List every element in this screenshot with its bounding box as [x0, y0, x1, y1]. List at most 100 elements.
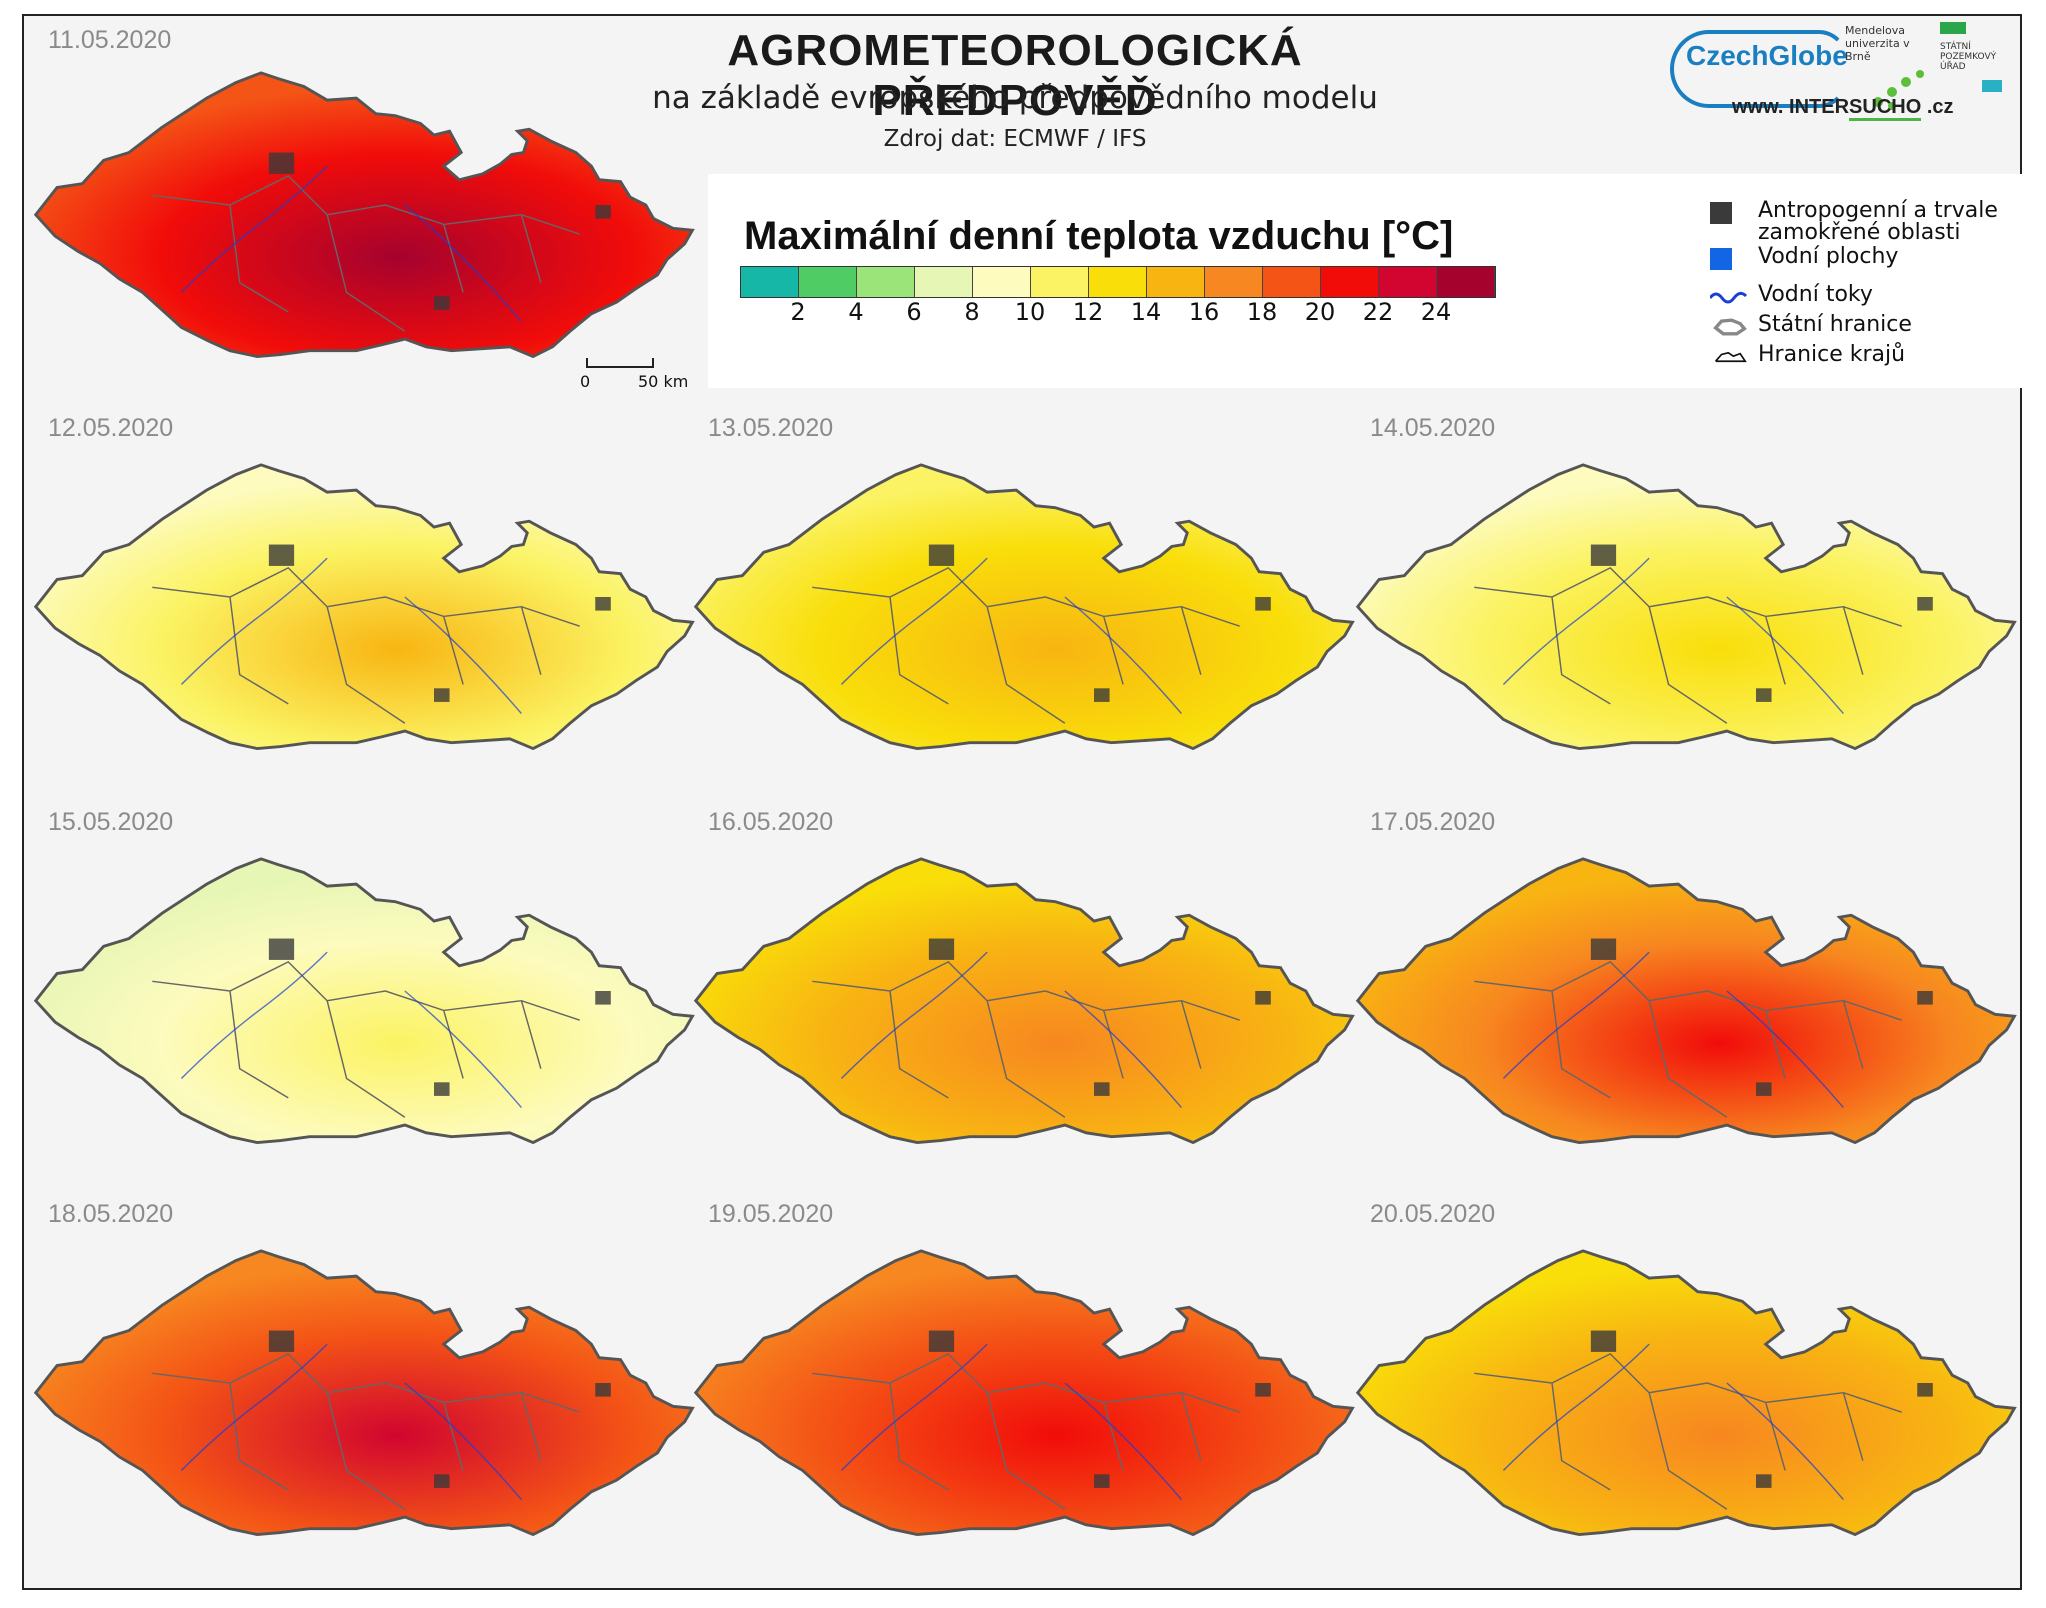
map-date-label: 16.05.2020 [708, 808, 834, 836]
czech-map [33, 463, 695, 751]
brno-urban-area [434, 688, 450, 702]
rivers [180, 951, 522, 1109]
spu-logo-bar [1940, 22, 1966, 34]
map-date-label: 20.05.2020 [1370, 1200, 1496, 1228]
forecast-map-panel: 18.05.2020 [26, 1198, 706, 1572]
brno-urban-area [434, 1082, 450, 1096]
intersucho-link[interactable]: www. INTERSUCHO .cz [1732, 96, 1954, 121]
legend-item-label: Státní hranice [1758, 312, 1912, 337]
country-shape [33, 463, 695, 751]
rivers [180, 557, 522, 715]
ostrava-urban-area [595, 1383, 611, 1397]
ostrava-urban-area [1917, 1383, 1933, 1397]
ostrava-urban-area [1255, 1383, 1271, 1397]
region-borders [1474, 566, 1902, 724]
prague-urban-area [1590, 544, 1617, 566]
scale-bar-line [586, 358, 654, 368]
rivers [1502, 1343, 1844, 1501]
scale-bar-start: 0 [580, 372, 591, 391]
prague-urban-area [268, 1330, 295, 1352]
map-date-label: 11.05.2020 [48, 26, 172, 54]
brno-urban-area [1756, 1082, 1772, 1096]
map-date-label: 12.05.2020 [48, 414, 174, 442]
region-borders [152, 174, 580, 332]
scale-tick-label: 6 [906, 298, 922, 326]
rivers [180, 165, 522, 323]
map-date-label: 14.05.2020 [1370, 414, 1496, 442]
country-shape [693, 463, 1355, 751]
map-date-label: 15.05.2020 [48, 808, 174, 836]
forecast-map-panel: 19.05.2020 [686, 1198, 1366, 1572]
country-shape [693, 857, 1355, 1145]
scale-swatch [1147, 267, 1205, 297]
country-shape [1355, 1249, 2017, 1537]
region-borders [152, 960, 580, 1118]
forecast-map-panel: 11.05.2020 [26, 20, 706, 394]
scale-tick-label: 18 [1246, 298, 1278, 326]
prague-urban-area [268, 544, 295, 566]
scale-bar-end: 50 km [638, 372, 689, 391]
scale-swatch [1031, 267, 1089, 297]
country-shape [33, 71, 695, 359]
legend-item-label: Hranice krajů [1758, 342, 1906, 367]
scale-swatch [1205, 267, 1263, 297]
prague-urban-area [268, 152, 295, 174]
forecast-map-panel: 20.05.2020 [1348, 1198, 2028, 1572]
brno-urban-area [1756, 1474, 1772, 1488]
rivers [840, 1343, 1182, 1501]
prague-urban-area [1590, 1330, 1617, 1352]
logos: CzechGlobe Mendelova univerzita v Brně S… [1660, 22, 2010, 122]
brno-urban-area [434, 296, 450, 310]
legend-item-label: Vodní plochy [1758, 244, 1899, 269]
scale-swatch [973, 267, 1031, 297]
scale-tick-label: 14 [1130, 298, 1162, 326]
map-date-label: 13.05.2020 [708, 414, 834, 442]
region-borders [152, 1352, 580, 1510]
scale-swatch [857, 267, 915, 297]
brno-urban-area [1094, 1082, 1110, 1096]
spu-logo-accent [1982, 80, 2002, 92]
scale-swatch [1089, 267, 1147, 297]
scale-tick-label: 8 [964, 298, 980, 326]
map-date-label: 18.05.2020 [48, 1200, 174, 1228]
map-date-label: 19.05.2020 [708, 1200, 834, 1228]
czech-map [693, 857, 1355, 1145]
scale-tick-label: 22 [1362, 298, 1394, 326]
forecast-map-panel: 17.05.2020 [1348, 806, 2028, 1180]
czech-map [33, 1249, 695, 1537]
scale-bar: 0 50 km [580, 352, 690, 392]
legend-item-label: Antropogenní a trvale zamokřené oblasti [1758, 198, 1998, 245]
czech-map [693, 463, 1355, 751]
mendel-logo-text: Mendelova univerzita v Brně [1845, 24, 1910, 63]
mendel-logo-icon [1873, 70, 1924, 110]
urban-square-icon [1710, 202, 1732, 224]
region-borders [812, 1352, 1240, 1510]
scale-swatch [1379, 267, 1437, 297]
country-shape [1355, 857, 2017, 1145]
brno-urban-area [1094, 688, 1110, 702]
region-borders [812, 566, 1240, 724]
region-borders [812, 960, 1240, 1118]
forecast-map-panel: 16.05.2020 [686, 806, 1366, 1180]
page-title: AGROMETEOROLOGICKÁ PŘEDPOVĚĎ [727, 26, 1303, 125]
rivers [840, 557, 1182, 715]
scale-tick-label: 2 [790, 298, 806, 326]
ostrava-urban-area [1917, 991, 1933, 1005]
data-source: Zdroj dat: ECMWF / IFS [883, 126, 1147, 152]
map-date-label: 17.05.2020 [1370, 808, 1496, 836]
czech-map [33, 71, 695, 359]
scale-swatch [1437, 267, 1495, 297]
czech-map [1355, 1249, 2017, 1537]
ostrava-urban-area [1255, 991, 1271, 1005]
scale-swatch [915, 267, 973, 297]
czech-map [1355, 857, 2017, 1145]
scale-swatch [799, 267, 857, 297]
site-prefix: www. INTER [1732, 96, 1850, 118]
brno-urban-area [1756, 688, 1772, 702]
region-border-icon [1714, 351, 1747, 363]
ostrava-urban-area [595, 597, 611, 611]
river-line-icon [1710, 291, 1748, 304]
water-square-icon [1710, 248, 1732, 270]
region-borders [1474, 960, 1902, 1118]
forecast-map-panel: 14.05.2020 [1348, 412, 2028, 786]
